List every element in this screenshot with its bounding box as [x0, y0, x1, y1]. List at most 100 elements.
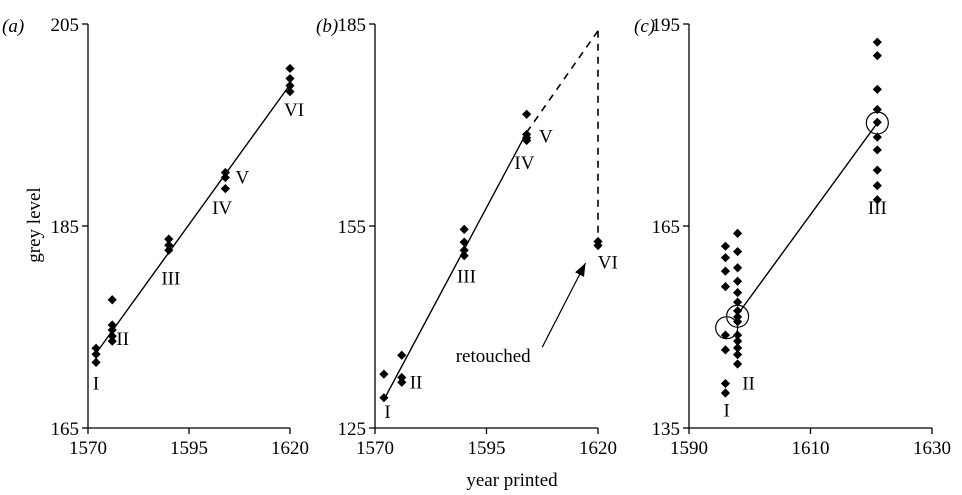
data-point — [733, 228, 743, 239]
group-label: IV — [212, 198, 232, 219]
data-point — [733, 276, 743, 286]
panel-label: (c) — [634, 16, 655, 37]
data-point — [164, 240, 174, 250]
dashed-line — [525, 30, 599, 133]
group-label: I — [93, 374, 99, 395]
group-label: VI — [598, 252, 618, 273]
data-point — [733, 317, 743, 327]
data-point — [733, 350, 743, 360]
data-point — [720, 241, 731, 251]
data-point — [733, 312, 743, 322]
y-tick-label: 205 — [51, 15, 80, 36]
data-point — [522, 135, 532, 146]
y-axis-title: grey level — [24, 187, 45, 262]
data-point — [164, 245, 174, 255]
x-tick-label: 1620 — [271, 438, 309, 459]
data-point — [720, 378, 731, 389]
data-point — [459, 237, 469, 247]
data-point — [872, 195, 882, 205]
data-point — [733, 343, 743, 353]
data-point — [107, 325, 117, 335]
data-point — [459, 224, 469, 234]
data-point — [459, 245, 469, 255]
group-label: III — [457, 267, 476, 288]
data-point — [285, 73, 295, 84]
data-point — [733, 288, 743, 298]
data-point — [720, 282, 731, 292]
data-point — [733, 297, 743, 307]
y-tick-label: 185 — [338, 15, 367, 36]
y-tick-label: 185 — [51, 217, 80, 238]
data-point — [91, 349, 101, 359]
data-point — [107, 336, 117, 346]
data-point — [872, 145, 882, 155]
data-point — [379, 393, 389, 403]
data-point — [720, 266, 731, 276]
data-point — [397, 350, 407, 360]
data-point — [872, 117, 882, 127]
data-point — [720, 345, 731, 355]
panel-label: (b) — [316, 16, 338, 37]
x-axis-title: year printed — [466, 470, 558, 491]
fit-line — [383, 132, 528, 401]
x-tick-label: 1590 — [670, 438, 708, 459]
group-label: V — [235, 168, 249, 189]
data-point — [220, 167, 230, 178]
x-tick-label: 1595 — [468, 438, 506, 459]
group-label: III — [161, 269, 180, 290]
data-point — [872, 165, 882, 175]
data-point — [397, 377, 407, 387]
data-point — [733, 336, 743, 346]
y-tick-label: 125 — [338, 419, 367, 440]
group-label: III — [868, 198, 887, 219]
data-point — [720, 330, 731, 340]
group-label: II — [410, 372, 423, 393]
data-point — [285, 63, 295, 74]
data-point — [872, 132, 882, 142]
group-label: I — [384, 402, 390, 423]
x-tick-label: 1620 — [579, 438, 617, 459]
data-point — [720, 388, 731, 398]
data-point — [720, 253, 731, 263]
fit-line — [735, 122, 878, 317]
data-point — [107, 320, 117, 330]
data-point — [522, 109, 532, 119]
data-point — [872, 51, 882, 61]
data-point — [164, 234, 174, 244]
fit-line — [95, 84, 291, 354]
data-point — [285, 81, 295, 91]
data-point — [872, 37, 882, 47]
panel-label: (a) — [2, 16, 24, 37]
group-label: II — [116, 329, 129, 350]
x-tick-label: 1610 — [792, 438, 830, 459]
y-tick-label: 135 — [652, 419, 681, 440]
y-tick-label: 155 — [338, 217, 367, 238]
data-point — [733, 306, 743, 316]
y-tick-label: 165 — [652, 217, 681, 238]
data-point — [397, 372, 407, 383]
group-label: VI — [284, 100, 304, 121]
x-tick-label: 1595 — [170, 438, 208, 459]
y-tick-label: 165 — [51, 419, 80, 440]
data-point — [872, 181, 882, 191]
group-label: II — [742, 374, 755, 395]
y-tick-label: 195 — [652, 15, 681, 36]
data-point — [459, 251, 469, 261]
arrow-head-icon — [575, 263, 586, 277]
group-label: V — [539, 127, 553, 148]
data-point — [107, 331, 117, 341]
data-point — [107, 295, 117, 305]
group-label: IV — [514, 153, 534, 174]
data-point — [872, 104, 882, 115]
annotation-arrow-shaft — [541, 262, 587, 348]
data-point — [593, 240, 603, 251]
annotation-label: retouched — [456, 346, 531, 367]
data-point — [733, 359, 743, 369]
x-tick-label: 1570 — [356, 438, 394, 459]
data-point — [220, 184, 230, 194]
data-point — [91, 357, 101, 367]
